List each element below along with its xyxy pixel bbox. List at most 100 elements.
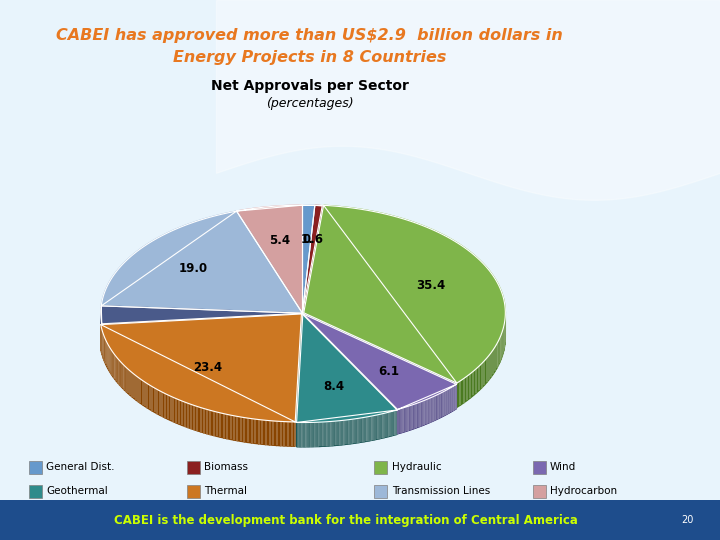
Polygon shape bbox=[319, 422, 320, 447]
Polygon shape bbox=[480, 363, 482, 390]
Polygon shape bbox=[160, 391, 163, 416]
Polygon shape bbox=[273, 421, 277, 446]
Polygon shape bbox=[292, 422, 295, 446]
Polygon shape bbox=[134, 374, 136, 400]
Polygon shape bbox=[412, 405, 413, 429]
Polygon shape bbox=[241, 417, 245, 442]
Polygon shape bbox=[430, 398, 431, 422]
Polygon shape bbox=[168, 395, 171, 421]
Polygon shape bbox=[414, 404, 415, 429]
Polygon shape bbox=[155, 388, 157, 414]
Polygon shape bbox=[115, 355, 117, 381]
Polygon shape bbox=[204, 408, 207, 434]
Polygon shape bbox=[338, 421, 340, 445]
Polygon shape bbox=[380, 414, 382, 438]
Polygon shape bbox=[220, 413, 224, 438]
Polygon shape bbox=[109, 346, 110, 372]
Polygon shape bbox=[389, 412, 390, 436]
Polygon shape bbox=[179, 400, 182, 426]
Bar bbox=[533, 461, 546, 474]
Polygon shape bbox=[372, 416, 373, 440]
Polygon shape bbox=[126, 368, 128, 394]
Polygon shape bbox=[106, 340, 107, 366]
Polygon shape bbox=[423, 401, 424, 425]
Polygon shape bbox=[411, 405, 412, 430]
Polygon shape bbox=[361, 417, 363, 442]
Polygon shape bbox=[351, 419, 353, 443]
Polygon shape bbox=[201, 408, 204, 433]
Polygon shape bbox=[306, 422, 307, 447]
Polygon shape bbox=[378, 415, 379, 439]
Polygon shape bbox=[403, 408, 405, 432]
Polygon shape bbox=[132, 373, 134, 399]
Polygon shape bbox=[224, 414, 227, 438]
Polygon shape bbox=[117, 357, 118, 383]
Text: Hydraulic: Hydraulic bbox=[392, 462, 441, 472]
Polygon shape bbox=[305, 422, 306, 447]
Text: Geothermal: Geothermal bbox=[46, 487, 108, 496]
Polygon shape bbox=[323, 422, 324, 446]
Polygon shape bbox=[110, 348, 111, 374]
Text: 1.: 1. bbox=[300, 233, 313, 246]
Polygon shape bbox=[419, 402, 420, 427]
Polygon shape bbox=[238, 416, 241, 441]
Polygon shape bbox=[130, 371, 132, 397]
Polygon shape bbox=[324, 422, 325, 446]
Text: Wind: Wind bbox=[550, 462, 576, 472]
Polygon shape bbox=[101, 306, 302, 324]
Polygon shape bbox=[489, 353, 491, 380]
Text: Energy Projects in 8 Countries: Energy Projects in 8 Countries bbox=[173, 50, 446, 65]
Polygon shape bbox=[470, 371, 474, 398]
Polygon shape bbox=[118, 359, 120, 385]
Polygon shape bbox=[383, 413, 384, 438]
Text: Biomass: Biomass bbox=[204, 462, 248, 472]
Text: 23.4: 23.4 bbox=[193, 361, 222, 374]
Polygon shape bbox=[251, 418, 255, 443]
Bar bbox=[187, 461, 200, 474]
Polygon shape bbox=[214, 411, 217, 436]
Polygon shape bbox=[432, 397, 433, 422]
Polygon shape bbox=[408, 406, 409, 430]
Polygon shape bbox=[121, 362, 122, 388]
Polygon shape bbox=[434, 396, 435, 421]
Polygon shape bbox=[302, 205, 315, 313]
Polygon shape bbox=[421, 401, 422, 426]
Polygon shape bbox=[482, 361, 485, 388]
Polygon shape bbox=[332, 421, 333, 445]
Polygon shape bbox=[176, 399, 179, 424]
Polygon shape bbox=[245, 417, 248, 442]
Text: General Dist.: General Dist. bbox=[46, 462, 114, 472]
Polygon shape bbox=[308, 422, 310, 447]
Polygon shape bbox=[288, 422, 292, 446]
Polygon shape bbox=[491, 350, 493, 377]
Text: 19.0: 19.0 bbox=[179, 262, 208, 275]
Polygon shape bbox=[379, 414, 380, 439]
Polygon shape bbox=[234, 416, 238, 441]
Polygon shape bbox=[467, 374, 470, 400]
Polygon shape bbox=[122, 364, 125, 390]
Polygon shape bbox=[277, 421, 281, 445]
Polygon shape bbox=[138, 377, 140, 403]
Polygon shape bbox=[315, 422, 316, 447]
Polygon shape bbox=[107, 342, 108, 368]
Polygon shape bbox=[114, 353, 115, 380]
Polygon shape bbox=[363, 417, 364, 442]
Polygon shape bbox=[503, 327, 504, 354]
Polygon shape bbox=[182, 401, 185, 427]
Polygon shape bbox=[298, 422, 300, 447]
Polygon shape bbox=[369, 416, 371, 441]
Text: 6.1: 6.1 bbox=[379, 365, 400, 378]
Polygon shape bbox=[487, 355, 489, 382]
Polygon shape bbox=[194, 406, 197, 431]
Polygon shape bbox=[227, 414, 230, 440]
Polygon shape bbox=[316, 422, 318, 447]
Polygon shape bbox=[140, 379, 143, 405]
Polygon shape bbox=[359, 418, 361, 442]
Polygon shape bbox=[425, 400, 426, 424]
Polygon shape bbox=[460, 379, 464, 405]
Polygon shape bbox=[336, 421, 338, 446]
Polygon shape bbox=[375, 415, 377, 440]
Bar bbox=[533, 485, 546, 498]
Polygon shape bbox=[304, 205, 505, 383]
Polygon shape bbox=[303, 314, 456, 409]
